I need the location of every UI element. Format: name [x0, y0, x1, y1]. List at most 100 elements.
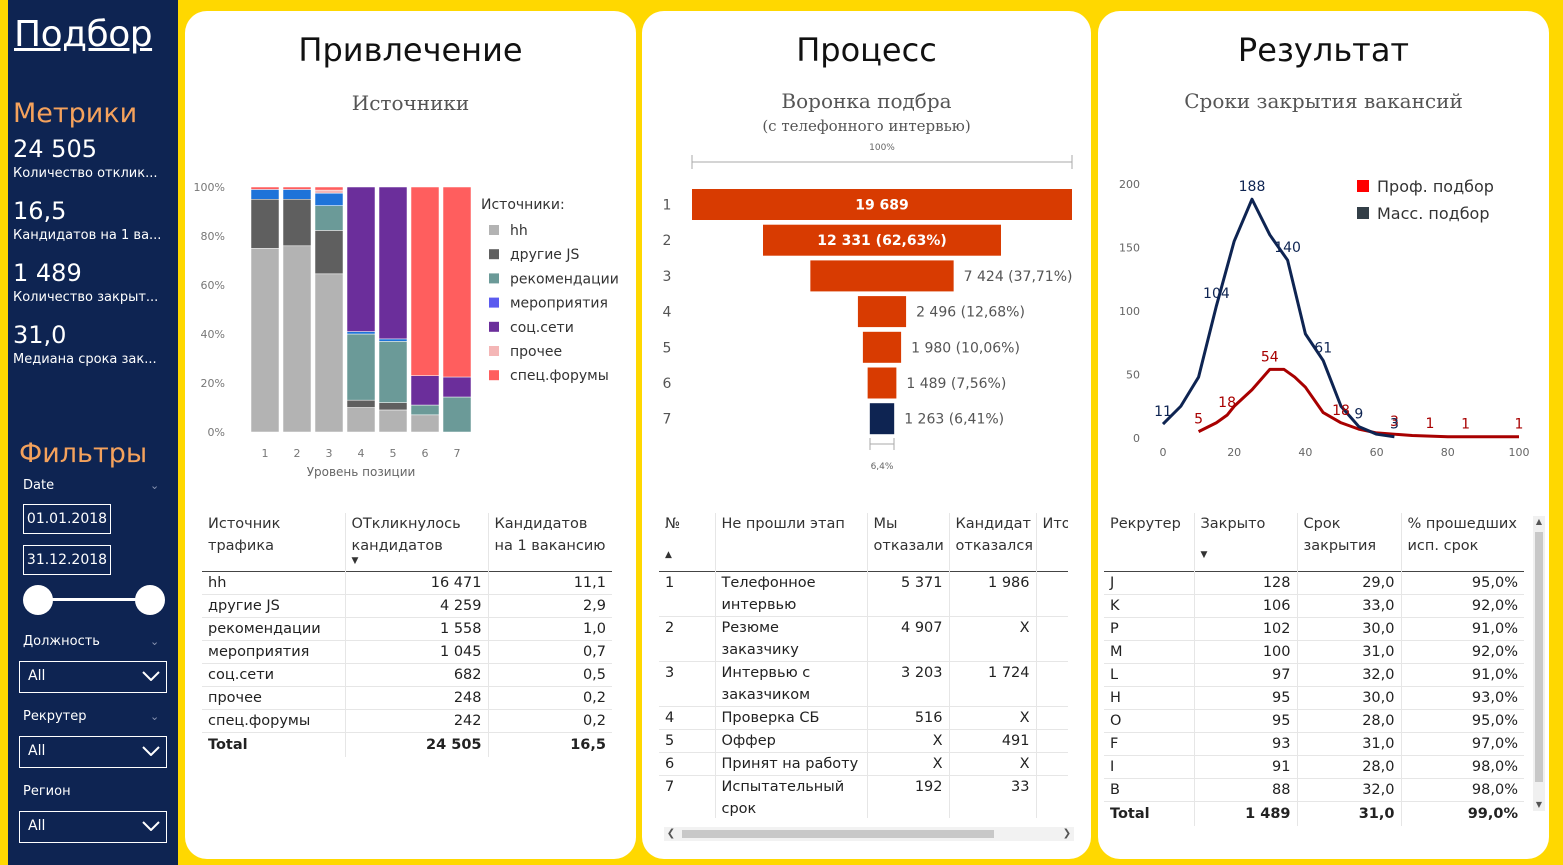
chevron-down-icon[interactable]: ⌄ [150, 710, 160, 723]
region-select[interactable]: All [19, 811, 167, 843]
table-row[interactable]: 7 Испытательный срок 192 33 [659, 775, 1068, 818]
funnel-bar[interactable] [692, 189, 1072, 220]
legend-item[interactable]: рекомендации [510, 271, 619, 287]
vertical-scrollbar[interactable]: ▲ ▼ [1533, 516, 1545, 811]
table-row[interactable]: соц.сети 682 0,5 [202, 663, 612, 687]
table-row[interactable]: P 102 30,0 91,0% [1104, 617, 1524, 641]
funnel-bar[interactable] [810, 260, 954, 292]
table-row[interactable]: рекомендации 1 558 1,0 [202, 617, 612, 641]
funnel-bar[interactable] [763, 224, 1001, 256]
line-series[interactable] [1197, 367, 1519, 439]
scroll-down-icon[interactable]: ▼ [1535, 800, 1543, 809]
bar-segment[interactable] [410, 414, 440, 433]
bar-segment[interactable] [314, 189, 344, 194]
chevron-down-icon[interactable]: ⌄ [150, 635, 160, 648]
bar-segment[interactable] [314, 230, 344, 275]
table-row[interactable]: 6 Принят на работу X X [659, 752, 1068, 776]
bar-segment[interactable] [314, 273, 344, 433]
recruiter-select[interactable]: All [19, 736, 167, 768]
bar-segment[interactable] [346, 399, 376, 408]
scrollbar-thumb[interactable] [1535, 532, 1543, 782]
column-header-responded[interactable]: ОТкликнулось кандидатов ▼ [344, 513, 488, 571]
date-slider-track[interactable] [38, 598, 150, 601]
bar-segment[interactable] [346, 186, 376, 332]
stages-table-viewport[interactable]: № ▲ Не прошли этап Мы отказали Кандидат о… [659, 513, 1068, 818]
bar-segment[interactable] [282, 186, 312, 190]
table-row[interactable]: спец.форумы 242 0,2 [202, 709, 612, 733]
date-from-input[interactable]: 01.01.2018 [23, 504, 111, 534]
funnel-bar[interactable] [869, 403, 895, 435]
bar-segment[interactable] [442, 186, 472, 378]
funnel-bar[interactable] [857, 296, 907, 328]
sources-table[interactable]: Источник трафика ОТкликнулось кандидатов… [202, 513, 612, 757]
bar-segment[interactable] [250, 189, 280, 200]
table-row[interactable]: B 88 32,0 98,0% [1104, 778, 1524, 802]
bar-segment[interactable] [346, 333, 376, 401]
funnel-bar[interactable] [867, 367, 897, 399]
legend-item[interactable]: соц.сети [510, 320, 574, 336]
table-row[interactable]: L 97 32,0 91,0% [1104, 663, 1524, 687]
date-slider-start-handle[interactable] [23, 585, 53, 615]
recruiters-table[interactable]: Рекрутер Закрыто ▼ Срок закрытия % прошед… [1104, 513, 1524, 826]
scroll-up-icon[interactable]: ▲ [1535, 517, 1543, 526]
table-row[interactable]: hh 16 471 11,1 [202, 571, 612, 595]
bar-segment[interactable] [378, 338, 408, 342]
bar-segment[interactable] [410, 375, 440, 406]
bar-segment[interactable] [250, 186, 280, 190]
table-row[interactable]: прочее 248 0,2 [202, 686, 612, 710]
bar-segment[interactable] [282, 199, 312, 247]
column-header-we-rejected[interactable]: Мы отказали [866, 513, 949, 571]
bar-segment[interactable] [378, 409, 408, 433]
bar-segment[interactable] [282, 189, 312, 200]
bar-segment[interactable] [282, 245, 312, 433]
date-slider-end-handle[interactable] [135, 585, 165, 615]
table-row[interactable]: F 93 31,0 97,0% [1104, 732, 1524, 756]
column-header-candidate-declined[interactable]: Кандидат отказался [948, 513, 1036, 571]
app-title[interactable]: Подбор [14, 14, 153, 55]
table-row[interactable]: J 128 29,0 95,0% [1104, 571, 1524, 595]
position-select[interactable]: All [19, 661, 167, 693]
column-header-total[interactable]: Ито [1035, 513, 1068, 571]
table-row[interactable]: I 91 28,0 98,0% [1104, 755, 1524, 779]
bar-segment[interactable] [314, 205, 344, 231]
legend-item[interactable]: Масс. подбор [1377, 204, 1490, 223]
column-header-closing-time[interactable]: Срок закрытия [1296, 513, 1401, 571]
column-header-number[interactable]: № ▲ [659, 513, 715, 571]
legend-item[interactable]: мероприятия [510, 296, 608, 312]
bar-segment[interactable] [314, 192, 344, 206]
funnel-bar[interactable] [862, 331, 902, 363]
bar-segment[interactable] [410, 186, 440, 376]
date-to-input[interactable]: 31.12.2018 [23, 545, 111, 575]
table-row[interactable]: 5 Оффер X 491 [659, 729, 1068, 753]
column-header-stage[interactable]: Не прошли этап [714, 513, 867, 571]
column-header-probation-pct[interactable]: % прошедших исп. срок [1400, 513, 1524, 571]
horizontal-scrollbar[interactable]: ❮ ❯ [664, 827, 1074, 841]
legend-item[interactable]: другие JS [510, 247, 579, 263]
bar-segment[interactable] [378, 341, 408, 403]
column-header-closed[interactable]: Закрыто ▼ [1193, 513, 1297, 571]
legend-item[interactable]: hh [510, 223, 528, 239]
scroll-right-icon[interactable]: ❯ [1062, 828, 1072, 839]
column-header-per-vacancy[interactable]: Кандидатов на 1 вакансию [487, 513, 612, 571]
table-row[interactable]: другие JS 4 259 2,9 [202, 594, 612, 618]
scrollbar-thumb[interactable] [682, 830, 994, 838]
bar-segment[interactable] [378, 402, 408, 411]
legend-item[interactable]: прочее [510, 344, 562, 360]
stages-table[interactable]: № ▲ Не прошли этап Мы отказали Кандидат о… [659, 513, 1068, 818]
table-row[interactable]: мероприятия 1 045 0,7 [202, 640, 612, 664]
bar-segment[interactable] [346, 407, 376, 433]
bar-segment[interactable] [250, 248, 280, 433]
bar-segment[interactable] [314, 186, 344, 191]
scroll-left-icon[interactable]: ❮ [666, 828, 676, 839]
bar-segment[interactable] [346, 331, 376, 335]
table-row[interactable]: 4 Проверка СБ 516 X [659, 706, 1068, 730]
column-header-source[interactable]: Источник трафика [208, 516, 281, 554]
bar-segment[interactable] [410, 404, 440, 416]
legend-item[interactable]: Проф. подбор [1377, 177, 1494, 196]
table-row[interactable]: M 100 31,0 92,0% [1104, 640, 1524, 664]
legend-item[interactable]: спец.форумы [510, 368, 609, 384]
recruitment-funnel-chart[interactable]: 100% 1 19 689 2 12 331 (62,63%) 3 7 424 (37,7… [642, 136, 1091, 476]
